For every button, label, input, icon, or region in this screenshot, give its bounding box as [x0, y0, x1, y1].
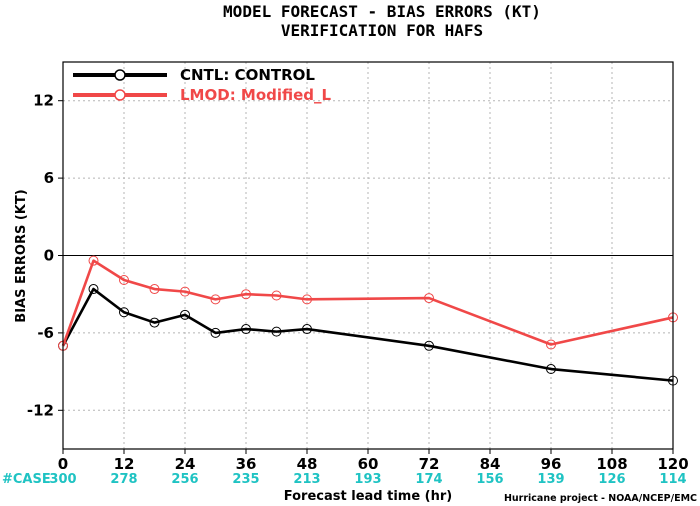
y-tick-labels: -12 -6 0 6 12: [27, 92, 63, 419]
x-tick-label: 96: [541, 455, 562, 473]
x-tick-label: 36: [236, 455, 257, 473]
case-count-value: 114: [659, 472, 686, 487]
case-count-value: 278: [110, 472, 137, 487]
x-tick-labels: 0 12 24 36 48 60 72 84 96 108 120: [58, 449, 689, 473]
legend: CNTL: CONTROL LMOD: Modified_L: [73, 66, 332, 104]
legend-entry-label: LMOD: Modified_L: [180, 86, 332, 104]
data-point-marker: [241, 289, 251, 300]
legend-swatch-marker: [114, 89, 126, 101]
case-count-value: 139: [537, 472, 564, 487]
case-count-value: 126: [598, 472, 625, 487]
y-tick-label: 12: [33, 92, 54, 110]
data-point-marker: [149, 284, 160, 295]
data-point-marker: [88, 255, 99, 266]
y-tick-label: -12: [27, 401, 54, 419]
y-axis-label: BIAS ERRORS (KT): [14, 189, 29, 322]
data-point-marker: [88, 284, 99, 295]
series-line: [61, 259, 674, 347]
data-point-marker: [302, 324, 312, 335]
data-point-marker: [546, 364, 556, 375]
legend-entry-label: CNTL: CONTROL: [180, 66, 315, 84]
data-point-marker: [302, 294, 312, 305]
case-count-row: #CASE 300 278 256 235 213 193 174 156 139 126 114: [2, 472, 687, 487]
data-point-marker: [241, 324, 251, 335]
x-tick-label: 48: [297, 455, 318, 473]
y-tick-label: 0: [44, 247, 54, 265]
data-point-marker: [424, 340, 434, 351]
credit-text: Hurricane project - NOAA/NCEP/EMC: [504, 493, 697, 504]
case-count-value: 235: [232, 472, 259, 487]
data-point-marker: [180, 286, 190, 297]
case-count-label: #CASE: [2, 472, 51, 487]
series-layer: [58, 255, 678, 386]
data-point-marker: [119, 307, 129, 318]
data-point-marker: [149, 317, 160, 328]
x-tick-label: 72: [419, 455, 440, 473]
x-tick-label: 120: [657, 455, 688, 473]
y-tick-label: 6: [44, 169, 54, 187]
series-line: [61, 287, 674, 382]
data-point-marker: [424, 293, 434, 304]
case-count-value: 193: [354, 472, 381, 487]
case-count-value: 174: [415, 472, 442, 487]
x-tick-label: 24: [175, 455, 196, 473]
y-tick-label: -6: [37, 324, 54, 342]
data-point-marker: [119, 275, 129, 286]
data-point-marker: [546, 339, 556, 350]
x-tick-label: 60: [358, 455, 379, 473]
case-count-value: 300: [49, 472, 76, 487]
case-count-value: 213: [293, 472, 320, 487]
data-point-marker: [210, 327, 221, 338]
data-point-marker: [180, 309, 190, 320]
grid-lines: [63, 62, 673, 449]
legend-swatch-marker: [114, 69, 126, 81]
x-axis-label: Forecast lead time (hr): [284, 489, 452, 504]
case-count-value: 256: [171, 472, 198, 487]
chart-subtitle: VERIFICATION FOR HAFS: [281, 21, 483, 40]
x-tick-label: 84: [480, 455, 501, 473]
data-point-marker: [271, 290, 282, 301]
x-tick-label: 12: [114, 455, 135, 473]
case-count-value: 156: [476, 472, 503, 487]
x-tick-label: 108: [596, 455, 627, 473]
chart-title: MODEL FORECAST - BIAS ERRORS (KT): [223, 2, 541, 21]
data-point-marker: [210, 294, 221, 305]
x-tick-label: 0: [58, 455, 68, 473]
data-point-marker: [271, 326, 282, 337]
